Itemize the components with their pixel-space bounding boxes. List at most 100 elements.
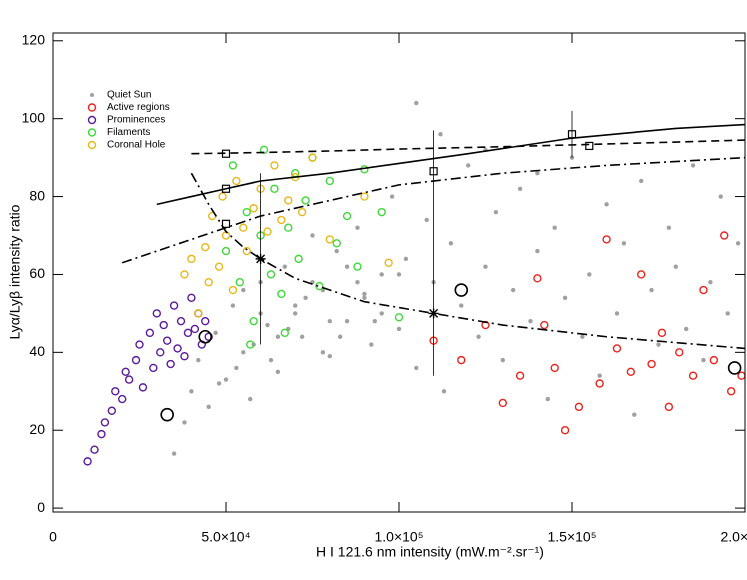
plot-frame (52, 32, 746, 513)
point (647, 359, 656, 369)
point (727, 361, 742, 375)
point (214, 262, 224, 271)
point (483, 264, 488, 269)
point (369, 342, 374, 347)
point (294, 254, 303, 264)
point (327, 318, 332, 324)
point (156, 348, 165, 357)
point (459, 303, 464, 308)
point (241, 350, 246, 355)
point (100, 418, 110, 427)
point (221, 246, 231, 256)
point (360, 192, 369, 201)
legend-label: Quiet Sun (107, 90, 151, 101)
legend-label: Filaments (107, 127, 150, 138)
point (377, 207, 386, 217)
x-tick-label: 1.0×10⁵ (374, 529, 423, 545)
point (216, 381, 222, 386)
point (666, 225, 672, 230)
point (688, 371, 698, 380)
point (201, 242, 210, 252)
point (396, 326, 402, 332)
point (389, 194, 395, 199)
point (265, 322, 270, 328)
point (476, 334, 481, 339)
point (201, 316, 210, 326)
point (246, 340, 255, 349)
point (379, 272, 384, 277)
point (293, 303, 298, 308)
point (221, 149, 231, 158)
point (362, 295, 367, 301)
point (221, 219, 231, 228)
legend-marker (87, 103, 97, 112)
point (664, 402, 674, 412)
point (396, 272, 402, 277)
point (362, 291, 367, 297)
point (138, 383, 148, 392)
point (124, 375, 134, 384)
point (510, 287, 516, 293)
point (637, 270, 646, 279)
x-tick-label: 1.5×10⁵ (547, 529, 596, 545)
point (117, 394, 127, 404)
point (301, 196, 310, 205)
x-tick-label: 2.0×10⁵ (720, 529, 747, 545)
point (325, 176, 334, 186)
point (737, 371, 746, 380)
point (515, 371, 525, 380)
point (280, 328, 290, 338)
point (228, 161, 238, 170)
point (171, 451, 177, 456)
point (726, 387, 736, 396)
point (230, 303, 236, 308)
point (720, 231, 729, 240)
point (372, 318, 377, 324)
point (234, 365, 239, 371)
legend-marker (87, 128, 97, 137)
point (552, 225, 557, 230)
point (545, 396, 550, 402)
point (708, 280, 713, 285)
y-axis-label: Lyα/Lyβ intensity ratio (7, 204, 23, 339)
point (121, 367, 130, 377)
point (297, 207, 307, 217)
point (111, 387, 120, 396)
point (441, 389, 447, 394)
point (204, 332, 213, 341)
point (303, 295, 308, 301)
fit-line (191, 139, 746, 155)
y-tick-label: 20 (29, 421, 45, 437)
point (632, 412, 637, 417)
point (384, 258, 393, 267)
point (218, 192, 227, 201)
point (602, 235, 611, 244)
legend-marker (87, 115, 97, 125)
point (221, 231, 231, 240)
point (457, 355, 466, 365)
point (414, 100, 419, 106)
point (342, 211, 352, 221)
point (595, 379, 604, 388)
y-tick-label: 40 (29, 343, 45, 359)
point (517, 186, 523, 191)
legend-label: Prominences (107, 115, 165, 126)
point (270, 184, 279, 193)
x-axis-label: H I 121.6 nm intensity (mW.m⁻².sr⁻¹) (316, 544, 544, 560)
point (268, 357, 274, 363)
point (275, 369, 281, 375)
point (239, 223, 248, 232)
point (626, 367, 636, 377)
point (580, 334, 585, 339)
point (180, 352, 189, 361)
x-tick-label: 0 (49, 529, 57, 545)
point (162, 336, 172, 345)
point (189, 389, 194, 394)
y-tick-label: 0 (37, 499, 45, 515)
point (308, 153, 317, 162)
point (604, 202, 609, 207)
point (198, 329, 213, 344)
point (414, 365, 419, 371)
